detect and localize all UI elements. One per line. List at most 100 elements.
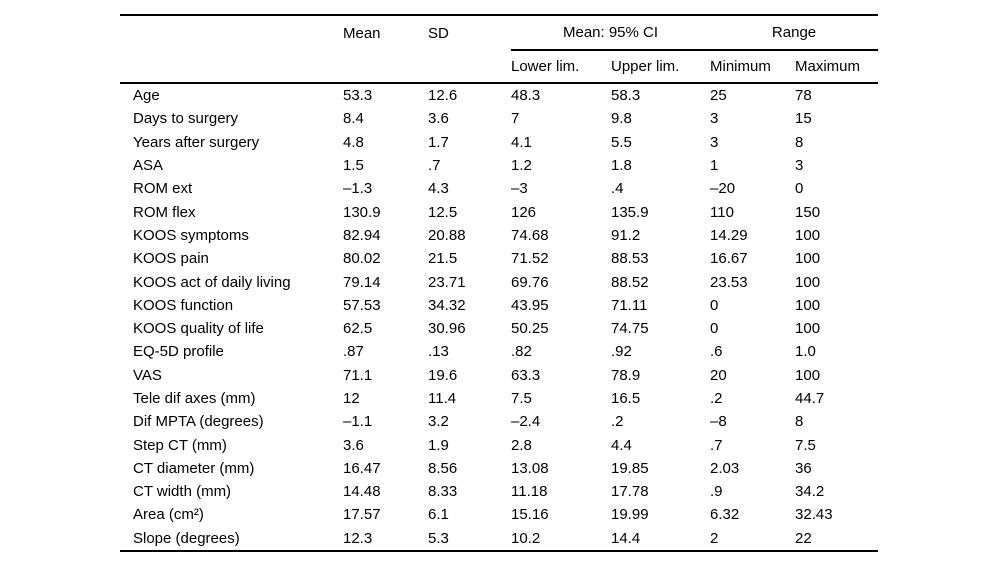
cell-value: 62.5 (343, 320, 373, 338)
header-empty-cell (428, 50, 511, 84)
statistics-table: Mean SD Mean: 95% CI Range Lower lim. Up… (120, 14, 879, 552)
header-minimum: Minimum (710, 50, 796, 84)
cell-value: 3 (710, 133, 719, 151)
cell-value: 4.3 (428, 180, 449, 198)
table-row: CT diameter (mm) 16.47 8.56 13.08 19.85 2.03 3… (120, 457, 878, 480)
cell-value: 0 (795, 180, 804, 198)
cell-value: .6 (710, 343, 723, 361)
row-label: VAS (133, 366, 162, 384)
row-label: Days to surgery (133, 110, 239, 128)
cell-value: 17.78 (611, 483, 649, 501)
cell-value: 19.6 (428, 366, 458, 384)
cell-value: 1.7 (428, 133, 449, 151)
table-row: KOOS act of daily living 79.14 23.71 69.76 8… (120, 270, 878, 293)
cell-value: 15 (795, 110, 812, 128)
cell-value: 1.5 (343, 157, 364, 175)
table-row: Days to surgery 8.4 3.6 7 9.8 3 15 (120, 107, 878, 130)
cell-value: .92 (611, 343, 632, 361)
cell-value: 11.18 (511, 483, 548, 501)
header-maximum: Maximum (795, 50, 879, 84)
cell-value: 6.32 (710, 506, 740, 524)
cell-value: –20 (710, 180, 736, 198)
row-label: Area (cm²) (133, 506, 204, 524)
cell-value: 88.52 (611, 273, 649, 291)
cell-value: 20.88 (428, 226, 466, 244)
cell-value: 11.4 (428, 390, 457, 407)
cell-value: 16.5 (611, 390, 641, 407)
cell-value: –2.4 (511, 413, 541, 431)
row-label: KOOS act of daily living (133, 273, 291, 291)
cell-value: 4.8 (343, 133, 364, 151)
cell-value: 3 (710, 110, 719, 128)
cell-value: 23.71 (428, 273, 466, 291)
cell-value: 30.96 (428, 320, 466, 338)
row-label: KOOS pain (133, 250, 209, 268)
cell-value: 19.99 (611, 506, 649, 524)
cell-value: 1.2 (511, 157, 532, 175)
cell-value: 50.25 (511, 320, 549, 338)
cell-value: 12.6 (428, 87, 458, 105)
cell-value: 88.53 (611, 250, 649, 268)
cell-value: 78.9 (611, 366, 641, 384)
cell-value: 34.2 (795, 483, 825, 501)
cell-value: 3.2 (428, 413, 449, 431)
table-row: ROM flex 130.9 12.5 126 135.9 110 150 (120, 200, 878, 223)
table-row: Slope (degrees) 12.3 5.3 10.2 14.4 2 22 (120, 527, 878, 551)
cell-value: 8.33 (428, 483, 458, 501)
cell-value: –3 (511, 180, 528, 198)
cell-value: 8 (795, 413, 804, 431)
cell-value: 5.5 (611, 133, 632, 151)
header-empty-cell (343, 50, 428, 84)
cell-value: 43.95 (511, 296, 549, 314)
cell-value: 7.5 (795, 436, 816, 454)
cell-value: 130.9 (343, 203, 381, 221)
row-label: KOOS function (133, 296, 234, 314)
row-label: Years after surgery (133, 133, 260, 151)
cell-value: 110 (710, 203, 734, 221)
row-label: KOOS symptoms (133, 226, 249, 244)
cell-value: 2.03 (710, 459, 740, 477)
cell-value: 71.52 (511, 250, 549, 268)
row-label: Step CT (mm) (133, 436, 227, 454)
cell-value: 78 (795, 87, 812, 105)
row-label: ROM flex (133, 203, 196, 221)
table-row: KOOS function 57.53 34.32 43.95 71.11 0 100 (120, 294, 878, 317)
cell-value: 1 (710, 157, 719, 175)
cell-value: 69.76 (511, 273, 549, 291)
table-row: Years after surgery 4.8 1.7 4.1 5.5 3 8 (120, 131, 878, 154)
row-label: Slope (degrees) (133, 529, 240, 547)
cell-value: .2 (710, 390, 723, 407)
cell-value: .7 (428, 157, 441, 175)
cell-value: 1.9 (428, 436, 449, 454)
cell-value: 100 (795, 366, 821, 384)
cell-value: 12.5 (428, 203, 458, 221)
table-row: Step CT (mm) 3.6 1.9 2.8 4.4 .7 7.5 (120, 433, 878, 456)
cell-value: 71.1 (343, 366, 373, 384)
header-empty-cell (120, 50, 343, 84)
row-label: ROM ext (133, 180, 193, 198)
cell-value: 4.4 (611, 436, 632, 454)
cell-value: 79.14 (343, 273, 381, 291)
cell-value: 91.2 (611, 226, 641, 244)
cell-value: –1.1 (343, 413, 373, 431)
cell-value: 135.9 (611, 203, 649, 221)
cell-value: 9.8 (611, 110, 632, 128)
cell-value: 57.53 (343, 296, 381, 314)
cell-value: .13 (428, 343, 449, 361)
table-row: Age 53.3 12.6 48.3 58.3 25 78 (120, 83, 878, 107)
cell-value: .87 (343, 343, 364, 361)
cell-value: 48.3 (511, 87, 541, 105)
cell-value: 1.8 (611, 157, 632, 175)
cell-value: 23.53 (710, 273, 748, 291)
cell-value: 16.47 (343, 459, 381, 477)
cell-value: 14.4 (611, 529, 641, 547)
cell-value: 19.85 (611, 459, 649, 477)
cell-value: .7 (710, 436, 723, 454)
cell-value: –8 (710, 413, 727, 431)
cell-value: 3.6 (428, 110, 449, 128)
table-body: Age 53.3 12.6 48.3 58.3 25 78 Days to surgery 8.… (120, 83, 878, 551)
header-group-row: Mean SD Mean: 95% CI Range (120, 15, 879, 51)
header-ci-group: Mean: 95% CI (511, 15, 711, 51)
table-row: KOOS quality of life 62.5 30.96 50.25 74.75 0… (120, 317, 878, 340)
